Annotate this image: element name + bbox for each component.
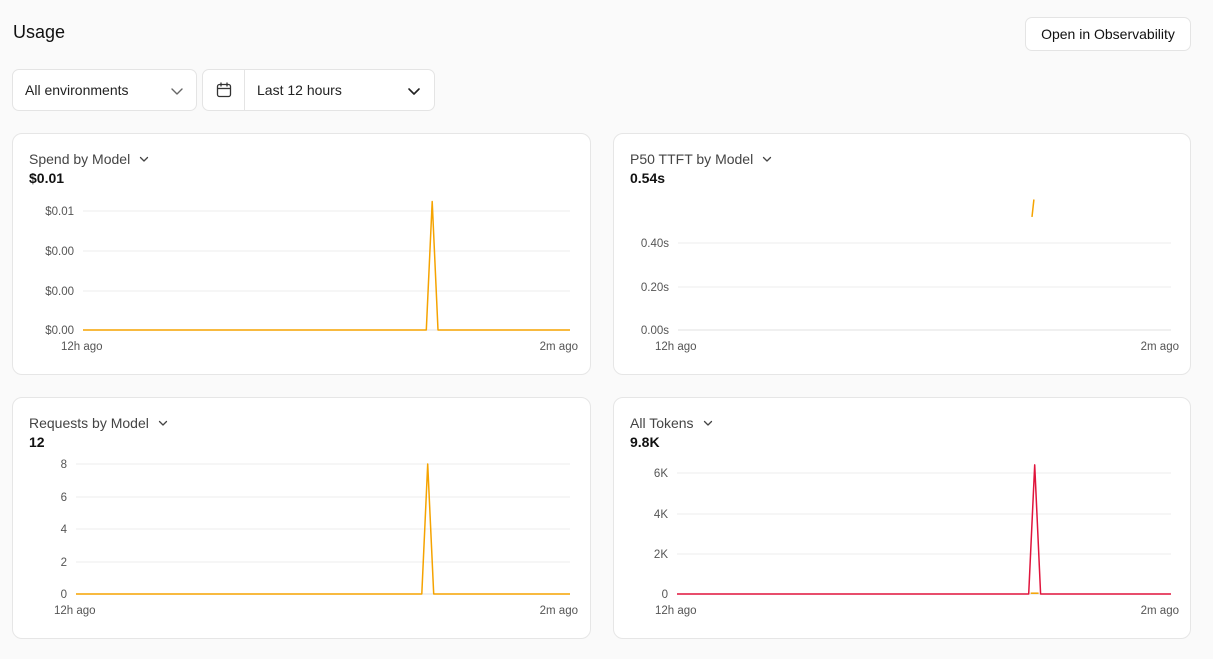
chevron-down-icon bbox=[158, 420, 167, 426]
requests-by-model-card: Requests by Model 12 8 6 4 2 0 12h ago 2m ago bbox=[12, 397, 591, 639]
x-tick-label: 2m ago bbox=[1141, 341, 1179, 353]
spend-by-model-chart: $0.01 $0.00 $0.00 $0.00 12h ago 2m ago bbox=[45, 200, 578, 353]
y-tick-label: $0.01 bbox=[45, 206, 74, 218]
y-tick-label: 2 bbox=[61, 557, 67, 569]
chevron-down-icon bbox=[703, 420, 712, 426]
card-title-label: P50 TTFT by Model bbox=[630, 151, 754, 167]
y-tick-label: 8 bbox=[61, 459, 67, 471]
calendar-icon[interactable] bbox=[203, 70, 245, 110]
x-tick-label: 2m ago bbox=[540, 605, 578, 617]
time-range-select-value: Last 12 hours bbox=[257, 82, 342, 98]
y-tick-label: $0.00 bbox=[45, 325, 74, 337]
series-line[interactable] bbox=[83, 200, 570, 331]
all-tokens-title[interactable]: All Tokens bbox=[630, 415, 714, 431]
chevron-down-icon bbox=[406, 83, 422, 102]
requests-total-value: 12 bbox=[29, 434, 45, 450]
card-title-label: Spend by Model bbox=[29, 151, 131, 167]
series-line[interactable] bbox=[1031, 199, 1035, 217]
x-tick-label: 2m ago bbox=[540, 341, 578, 353]
spend-by-model-card: Spend by Model $0.01 $0.01 $0.00 $0.00 $0.0… bbox=[12, 133, 591, 375]
x-tick-label: 12h ago bbox=[61, 341, 103, 353]
y-tick-label: 4K bbox=[654, 509, 668, 521]
all-tokens-chart: 6K 4K 2K 0 12h ago 2m ago bbox=[654, 464, 1179, 617]
requests-by-model-title[interactable]: Requests by Model bbox=[29, 415, 169, 431]
x-tick-label: 2m ago bbox=[1141, 605, 1179, 617]
y-tick-label: $0.00 bbox=[45, 246, 74, 258]
p50-ttft-by-model-card: P50 TTFT by Model 0.54s 0.40s 0.20s 0.00s 1… bbox=[613, 133, 1191, 375]
y-tick-label: 4 bbox=[61, 524, 68, 536]
y-tick-label: 6 bbox=[61, 492, 67, 504]
series-line[interactable] bbox=[677, 464, 1171, 595]
y-tick-label: $0.00 bbox=[45, 286, 74, 298]
chevron-down-icon bbox=[140, 156, 149, 162]
x-tick-label: 12h ago bbox=[54, 605, 96, 617]
y-tick-label: 0.00s bbox=[641, 325, 669, 337]
ttft-value: 0.54s bbox=[630, 170, 666, 186]
chevron-down-icon bbox=[763, 156, 772, 162]
card-title-label: All Tokens bbox=[630, 415, 694, 431]
y-tick-label: 0.40s bbox=[641, 238, 669, 250]
y-tick-label: 0 bbox=[61, 589, 67, 601]
environment-select-value: All environments bbox=[25, 82, 129, 98]
tokens-total-value: 9.8K bbox=[630, 434, 660, 450]
spend-total-value: $0.01 bbox=[29, 170, 65, 186]
requests-by-model-chart: 8 6 4 2 0 12h ago 2m ago bbox=[54, 459, 578, 617]
p50-ttft-by-model-chart: 0.40s 0.20s 0.00s 12h ago 2m ago bbox=[641, 199, 1179, 353]
environment-select[interactable]: All environments bbox=[12, 69, 197, 111]
chevron-down-icon bbox=[170, 84, 184, 101]
x-tick-label: 12h ago bbox=[655, 341, 697, 353]
y-tick-label: 0.20s bbox=[641, 282, 669, 294]
page-title: Usage bbox=[13, 22, 66, 42]
x-tick-label: 12h ago bbox=[655, 605, 697, 617]
time-range-select[interactable]: Last 12 hours bbox=[202, 69, 435, 111]
y-tick-label: 0 bbox=[662, 589, 668, 601]
spend-by-model-title[interactable]: Spend by Model bbox=[29, 151, 150, 167]
y-tick-label: 2K bbox=[654, 549, 668, 561]
series-line[interactable] bbox=[76, 463, 570, 595]
card-title-label: Requests by Model bbox=[29, 415, 149, 431]
y-tick-label: 6K bbox=[654, 468, 668, 480]
open-in-observability-button[interactable]: Open in Observability bbox=[1025, 17, 1191, 51]
p50-ttft-by-model-title[interactable]: P50 TTFT by Model bbox=[630, 151, 773, 167]
all-tokens-card: All Tokens 9.8K 6K 4K 2K 0 12h ago 2m ago bbox=[613, 397, 1191, 639]
